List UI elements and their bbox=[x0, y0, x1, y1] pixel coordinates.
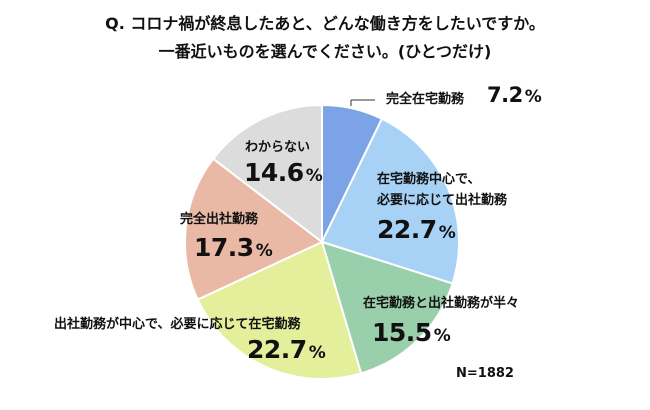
pie-slice bbox=[211, 103, 323, 245]
slice-unit: % bbox=[255, 241, 273, 261]
sample-size: N=1882 bbox=[456, 366, 514, 381]
slice-label: 在宅勤務中心で、 bbox=[377, 172, 481, 187]
slice-percent: 7.2% bbox=[487, 83, 542, 107]
slice-unit: % bbox=[438, 223, 456, 243]
slice-value: 22.7 bbox=[247, 335, 307, 364]
pie-slice bbox=[320, 117, 460, 285]
slice-label: 完全出社勤務 bbox=[180, 212, 259, 227]
slice-value: 7.2 bbox=[487, 83, 523, 107]
slice-percent: 14.6% bbox=[244, 158, 323, 187]
slice-percent: 22.7% bbox=[377, 215, 456, 244]
slice-unit: % bbox=[524, 87, 542, 107]
slice-percent: 17.3% bbox=[194, 233, 273, 262]
slice-value: 15.5 bbox=[372, 318, 432, 347]
pie-slice bbox=[184, 157, 324, 301]
slice-value: 22.7 bbox=[377, 215, 437, 244]
slice-unit: % bbox=[308, 343, 326, 363]
chart-title-line-2: 一番近いものを選んでください。(ひとつだけ) bbox=[158, 42, 492, 61]
slice-percent: 22.7% bbox=[247, 335, 326, 364]
slice-percent: 15.5% bbox=[372, 318, 451, 347]
pie-slice bbox=[196, 240, 363, 380]
chart-title-line-1: Q. コロナ禍が終息したあと、どんな働き方をしたいですか。 bbox=[105, 14, 545, 33]
slice-value: 14.6 bbox=[244, 158, 304, 187]
slice-label: 出社勤務が中心で、必要に応じて在宅勤務 bbox=[54, 317, 301, 332]
slice-value: 17.3 bbox=[194, 233, 254, 262]
slice-unit: % bbox=[433, 326, 451, 346]
pie-slice bbox=[320, 240, 454, 375]
slice-unit: % bbox=[305, 166, 323, 186]
slice-label: わからない bbox=[245, 140, 311, 155]
slice-label: 必要に応じて出社勤務 bbox=[377, 193, 508, 208]
slice-label: 在宅勤務と出社勤務が半々 bbox=[363, 296, 520, 311]
slice-label: 完全在宅勤務 bbox=[386, 92, 465, 107]
